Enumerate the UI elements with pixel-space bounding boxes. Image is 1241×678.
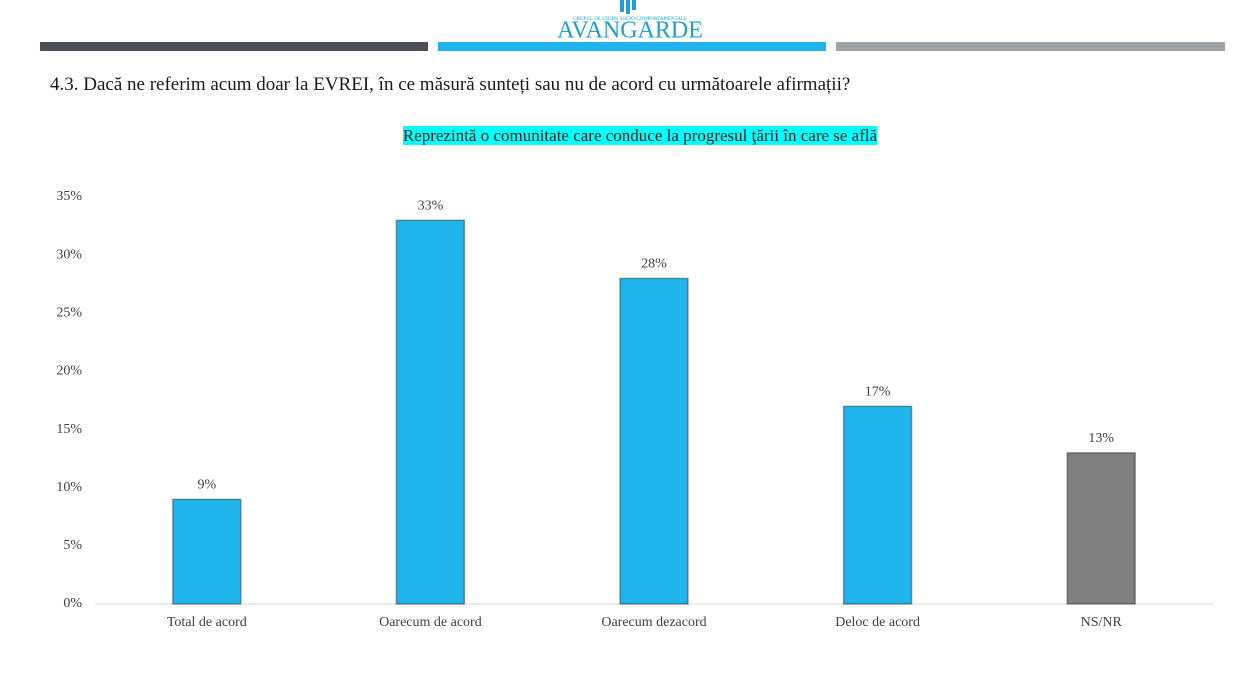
y-tick-label: 35% — [56, 189, 82, 204]
logo-icon — [620, 0, 636, 14]
question: 4.3. Dacă ne referim acum doar la EVREI,… — [50, 74, 851, 95]
chart-title: Reprezintă o comunitate care conduce la … — [402, 126, 878, 145]
x-tick-label: Oarecum de acord — [379, 615, 482, 630]
y-tick-label: 15% — [56, 422, 82, 437]
header-bar — [836, 42, 1225, 51]
bar — [619, 277, 689, 605]
x-tick-label: NS/NR — [1081, 615, 1123, 630]
y-tick-label: 5% — [63, 538, 82, 553]
x-tick-label: Deloc de acord — [835, 615, 920, 630]
bar — [1066, 452, 1136, 605]
data-label: 17% — [865, 385, 891, 400]
y-tick-label: 0% — [63, 596, 82, 611]
bar — [842, 405, 913, 605]
y-tick-label: 30% — [56, 247, 82, 262]
x-tick-label: Total de acord — [167, 615, 247, 630]
y-tick-label: 25% — [56, 306, 82, 321]
x-tick-label: Oarecum dezacord — [601, 615, 706, 630]
bar — [172, 498, 242, 605]
logo: AVANGARDE — [557, 18, 703, 44]
data-label: 28% — [641, 257, 667, 272]
bar — [395, 219, 466, 605]
data-label: 13% — [1088, 431, 1114, 446]
data-label: 33% — [418, 198, 444, 213]
logo-tagline: GRUPUL DE STUDII SOCIO-COMPORTAMENTALE — [573, 17, 687, 22]
y-tick-label: 20% — [56, 364, 82, 379]
header-bar — [40, 42, 428, 51]
y-tick-label: 10% — [56, 480, 82, 495]
header-bar — [438, 42, 826, 51]
data-label: 9% — [197, 478, 216, 493]
chart-title-box: Reprezintă o comunitate care conduce la … — [390, 125, 890, 147]
